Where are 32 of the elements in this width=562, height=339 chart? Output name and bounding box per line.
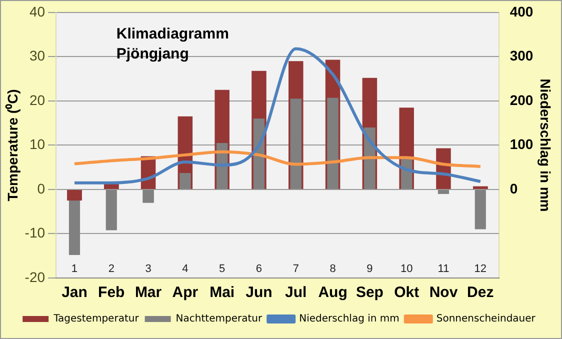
x-tick-label: Feb: [98, 284, 125, 302]
x-tick-label: Aug: [318, 284, 348, 302]
x-tick-label: Sep: [356, 284, 384, 302]
x-tick-label: Mar: [134, 284, 162, 302]
y-axis-title: Temperature (⁰C): [4, 89, 20, 202]
y2-tick-label: 300: [510, 48, 534, 64]
y-tick-label: 40: [29, 3, 46, 20]
text: 1 2 3 4 5 6 7 8 9 10 11 12: [71, 263, 487, 276]
y2-axis-title: Niederschlag in mm: [538, 78, 554, 212]
y2-tick-label: 0: [510, 180, 518, 196]
y-tick-label: -20: [24, 268, 46, 285]
legend-label: Tagestemperatur: [52, 314, 140, 325]
x-tick-label: Jun: [246, 284, 272, 302]
legend-label: Niederschlag in mm: [299, 314, 400, 325]
y-tick-label: 0: [37, 180, 46, 196]
x-tick-label: Nov: [429, 284, 458, 302]
text: Klimadiagramm Pjöngjang: [116, 26, 229, 63]
legend-label: Sonnenscheindauer: [436, 314, 536, 325]
y-tick-label: 10: [29, 136, 46, 152]
y-tick-label: 20: [29, 92, 46, 108]
y-tick-label: -10: [24, 224, 46, 241]
x-tick-label: Jan: [62, 284, 88, 302]
y2-tick-label: 200: [510, 92, 534, 108]
x-tick-label: Okt: [394, 284, 420, 302]
y2-tick-label: 400: [510, 3, 534, 20]
x-tick-label: Dez: [467, 284, 494, 302]
x-tick-label: Mai: [210, 284, 235, 302]
y2-tick-label: 100: [510, 136, 534, 152]
y-tick-label: 30: [29, 48, 46, 64]
legend-label: Nachttemperatur: [176, 314, 263, 325]
x-tick-label: Apr: [172, 284, 198, 302]
x-tick-label: Jul: [285, 284, 307, 302]
